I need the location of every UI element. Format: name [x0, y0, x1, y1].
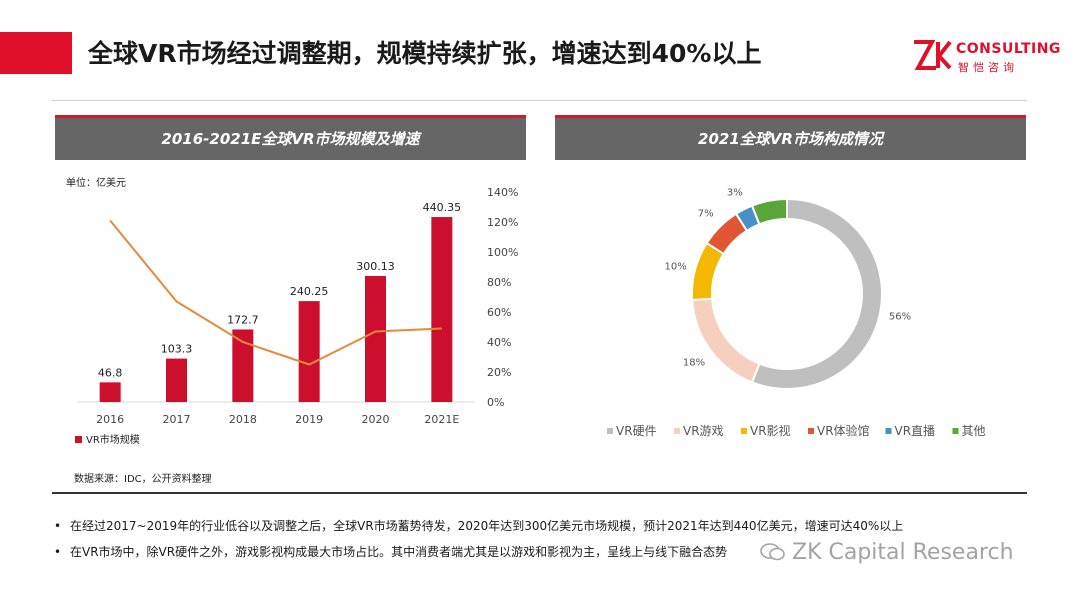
- bar-value-label: 300.13: [356, 260, 395, 273]
- bar-value-label: 46.8: [98, 366, 123, 379]
- legend-label: VR体验馆: [817, 423, 870, 438]
- legend-label: VR游戏: [683, 424, 724, 438]
- legend-swatch-VR硬件: [607, 428, 613, 434]
- bullet-text-2: 在VR市场中，除VR硬件之外，游戏影视构成最大市场占比。其中消费者端尤其是以游戏…: [70, 545, 728, 559]
- y2-tick-label: 80%: [487, 276, 511, 289]
- legend-label: VR硬件: [616, 424, 657, 438]
- donut-value-label: 10%: [664, 261, 686, 272]
- legend-swatch-VR影视: [741, 428, 747, 434]
- legend-label: VR影视: [750, 423, 791, 438]
- logo-text-chinese: 智恺咨询: [958, 61, 1018, 74]
- donut-value-label: 3%: [727, 188, 743, 199]
- zk-logo-mark-icon: [914, 40, 952, 70]
- donut-slice-VR硬件: [750, 197, 883, 390]
- y2-tick-label: 40%: [487, 336, 511, 349]
- donut-value-label: 18%: [683, 358, 705, 369]
- bullet-list: • 在经过2017~2019年的行业低谷以及调整之后，全球VR市场蓄势待发，202…: [54, 517, 903, 569]
- bullet-item: • 在VR市场中，除VR硬件之外，游戏影视构成最大市场占比。其中消费者端尤其是以游…: [54, 545, 728, 559]
- page-title: 全球VR市场经过调整期，规模持续扩张，增速达到40%以上: [88, 39, 762, 68]
- x-tick-label: 2020: [362, 413, 390, 426]
- legend-label: 其他: [962, 424, 986, 438]
- y2-tick-label: 140%: [487, 186, 518, 199]
- donut-slice-VR游戏: [691, 297, 761, 384]
- x-tick-label: 2021E: [424, 413, 459, 426]
- x-tick-label: 2018: [229, 413, 257, 426]
- left-panel-title: 2016-2021E全球VR市场规模及增速: [55, 115, 526, 160]
- bullet-text-1: 在经过2017~2019年的行业低谷以及调整之后，全球VR市场蓄势待发，2020…: [70, 519, 904, 533]
- zk-consulting-logo: CONSULTING 智恺咨询: [912, 38, 1060, 82]
- y2-tick-label: 20%: [487, 366, 511, 379]
- bar-2019: [298, 301, 320, 402]
- bar-2016: [99, 382, 121, 402]
- legend-swatch-market-size: [75, 436, 82, 443]
- bar-value-label: 440.35: [423, 201, 462, 214]
- bar-value-label: 103.3: [161, 343, 193, 356]
- data-source-note: 数据来源：IDC，公开资料整理: [74, 474, 212, 485]
- legend-swatch-VR游戏: [674, 428, 680, 434]
- donut-value-label: 56%: [889, 312, 911, 323]
- legend-label-market-size: VR市场规模: [86, 433, 140, 446]
- donut-value-label: 7%: [698, 209, 714, 220]
- chart-unit-label: 单位：亿美元: [66, 178, 126, 189]
- bar-2018: [232, 329, 254, 402]
- market-size-bar-chart: 46.8 2016 103.3 2017 172.7 2018 240.25 2019 300.…: [75, 186, 518, 446]
- legend-swatch-VR体验馆: [808, 428, 814, 434]
- footer-divider: [52, 492, 1027, 494]
- watermark-text: ZK Capital Research: [792, 540, 1014, 565]
- y2-tick-label: 0%: [487, 396, 504, 409]
- wechat-icon: [760, 543, 785, 561]
- legend-swatch-VR直播: [885, 428, 892, 434]
- x-tick-label: 2016: [96, 413, 124, 426]
- legend-label: VR直播: [895, 424, 936, 438]
- donut-value-label: 6%: [758, 185, 774, 188]
- bar-2017: [166, 358, 187, 402]
- bar-value-label: 172.7: [227, 313, 258, 326]
- header-divider: [52, 100, 1027, 101]
- title-accent-bar: [0, 32, 72, 74]
- growth-rate-line: [109, 219, 442, 366]
- x-tick-label: 2019: [295, 413, 323, 426]
- market-composition-donut-chart: 56% 18% 10% 7% 3% 6% VR硬件 VR游戏 VR影视 VR体验馆 VR直播 其他: [607, 185, 986, 438]
- legend-swatch-其他: [952, 428, 959, 434]
- logo-text-consulting: CONSULTING: [956, 41, 1061, 57]
- y2-tick-label: 120%: [487, 216, 518, 229]
- bullet-item: • 在经过2017~2019年的行业低谷以及调整之后，全球VR市场蓄势待发，202…: [54, 519, 904, 533]
- bar-value-label: 240.25: [290, 285, 329, 298]
- watermark: ZK Capital Research: [760, 540, 1014, 565]
- y2-tick-label: 60%: [487, 306, 511, 319]
- bar-2021E: [431, 217, 453, 402]
- donut-slice-其他: [750, 197, 788, 226]
- right-panel-title: 2021全球VR市场构成情况: [555, 115, 1026, 160]
- bar-2020: [365, 275, 386, 402]
- y2-tick-label: 100%: [487, 246, 518, 259]
- x-tick-label: 2017: [163, 413, 191, 426]
